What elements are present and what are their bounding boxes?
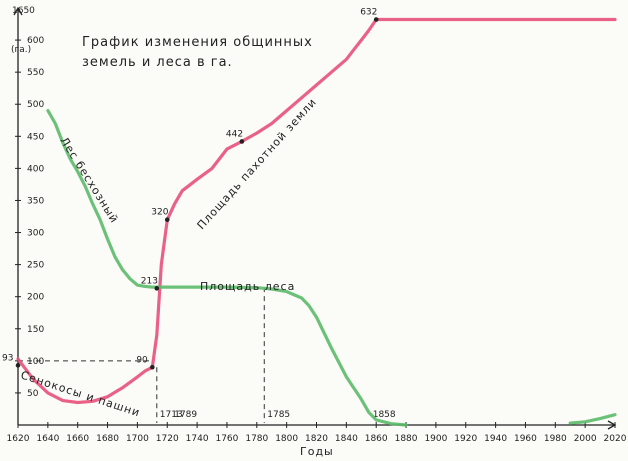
y-tick-label: 500 [27,100,44,110]
y-axis-arrow [13,6,23,16]
reference-line-label: 1785 [267,410,290,420]
chart-title-line-2: земель и леса в га. [82,55,233,70]
data-label: 442 [226,129,243,139]
data-label: 213 [141,276,158,286]
x-tick-label: 1620 [7,434,30,444]
x-tick-label: 1680 [96,434,119,444]
series-layer [16,17,617,427]
y-tick-label: 250 [27,261,44,271]
chart-title-line-1: График изменения общинных [82,35,313,50]
point-labels: 90 320 442 632 213 93 [2,8,379,370]
series-line-1 [46,109,408,427]
data-point [154,286,160,291]
data-label: 90 [136,355,148,365]
y-axis-top-label: 1650 [12,6,35,16]
data-point [373,17,379,22]
y-tick-label: 400 [27,164,44,174]
x-tick-label: 1720 [156,434,179,444]
y-tick-label: 150 [27,325,44,335]
x-tick-label: 1660 [66,434,89,444]
data-point [15,363,21,368]
extra-year-label: 1858 [373,410,396,420]
y-tick-label: 350 [27,196,44,206]
x-tick-label: 2020 [604,434,627,444]
x-tick-label: 1920 [454,434,477,444]
extra-year-label: 1789 [174,410,197,420]
reference-lines: 1713 1785 1789 1858 [18,287,396,423]
x-tick-label: 1980 [544,434,567,444]
data-point [164,217,170,223]
axes: 1620 1640 1660 1680 1700 1720 1740 1760 1780 1800… [7,6,627,444]
y-axis-label: (га.) [11,45,31,55]
series-line-2 [568,413,617,425]
annotation-arable-land: Площадь пахотной земли [195,96,320,232]
y-tick-label: 450 [27,132,44,142]
series-line-0 [16,17,617,405]
x-tick-label: 1780 [245,434,268,444]
x-tick-label: 1640 [36,434,59,444]
x-tick-label: 1700 [126,434,149,444]
data-label: 632 [360,8,377,18]
y-tick-label: 200 [27,293,44,303]
x-tick-label: 1820 [305,434,328,444]
y-tick-label: 50 [27,389,39,399]
x-tick-label: 1760 [215,434,238,444]
y-tick-label: 550 [27,68,44,78]
data-point [239,139,245,144]
x-tick-label: 1740 [186,434,209,444]
y-tick-label: 300 [27,229,44,239]
x-axis-label: Годы [300,445,334,458]
x-tick-label: 1940 [484,434,507,444]
x-tick-label: 1840 [335,434,358,444]
annotation-forest-area: Площадь леса [200,280,295,293]
y-tick-label: 100 [27,357,44,367]
x-tick-label: 1960 [514,434,537,444]
x-tick-label: 1880 [395,434,418,444]
y-tick-label: 600 [27,36,44,46]
data-point [150,364,155,370]
x-tick-label: 1900 [424,434,447,444]
data-label: 320 [151,208,168,218]
x-tick-label: 2000 [574,434,597,444]
reference-line-label: 1713 [160,410,183,420]
annotation-ownerless-forest: Лес бесхозный [57,135,121,226]
data-label: 93 [2,353,13,363]
x-tick-label: 1860 [365,434,388,444]
x-tick-label: 1800 [275,434,298,444]
